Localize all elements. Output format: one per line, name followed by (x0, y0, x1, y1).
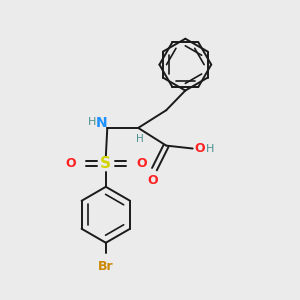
Text: S: S (100, 156, 111, 171)
Text: O: O (65, 157, 76, 170)
Text: H: H (88, 117, 96, 127)
Text: N: N (96, 116, 108, 130)
Text: O: O (148, 174, 158, 188)
Text: O: O (136, 157, 147, 170)
Text: O: O (194, 142, 205, 155)
Text: H: H (136, 134, 144, 144)
Text: H: H (206, 143, 214, 154)
Text: Br: Br (98, 260, 114, 272)
